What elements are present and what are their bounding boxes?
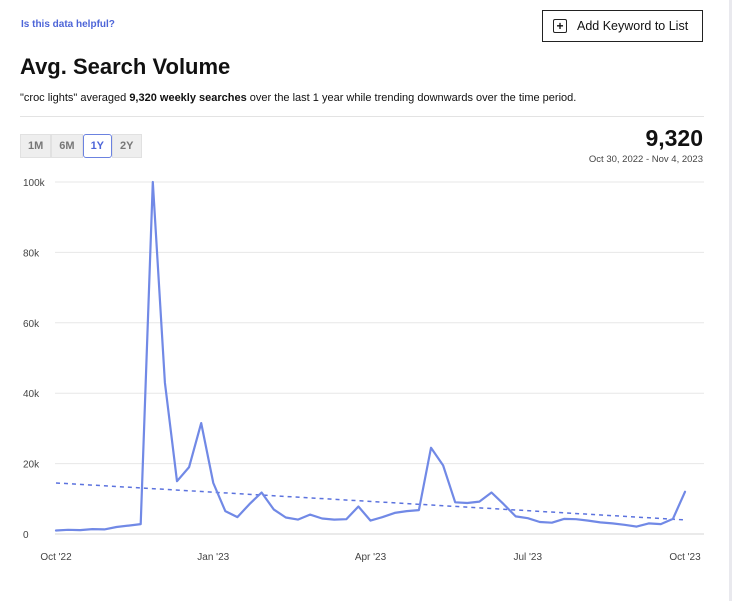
x-tick-label: Apr '23: [355, 552, 387, 563]
time-range-selector: 1M 6M 1Y 2Y: [20, 134, 142, 158]
y-tick-label: 40k: [23, 389, 40, 400]
range-1m[interactable]: 1M: [20, 134, 52, 158]
y-tick-label: 0: [23, 530, 29, 541]
summary-prefix: "croc lights" averaged: [20, 92, 130, 104]
x-tick-label: Oct '23: [669, 552, 701, 563]
summary-suffix: over the last 1 year while trending down…: [246, 92, 577, 104]
range-6m[interactable]: 6M: [51, 134, 83, 158]
y-tick-label: 100k: [23, 178, 46, 189]
page-title: Avg. Search Volume: [20, 54, 231, 79]
summary-bold: 9,320 weekly searches: [129, 92, 247, 104]
avg-volume-value: 9,320: [645, 125, 703, 151]
data-helpful-link[interactable]: Is this data helpful?: [21, 19, 115, 30]
trend-line: [55, 482, 686, 521]
date-range-label: Oct 30, 2022 - Nov 4, 2023: [588, 154, 703, 165]
right-scroll-edge: [729, 0, 732, 601]
x-tick-label: Oct '22: [40, 552, 72, 563]
summary-text: "croc lights" averaged 9,320 weekly sear…: [20, 92, 576, 104]
add-keyword-to-list-button[interactable]: + Add Keyword to List: [542, 10, 703, 42]
x-tick-label: Jan '23: [197, 552, 229, 563]
y-tick-label: 20k: [23, 460, 40, 471]
plus-square-icon: +: [553, 19, 567, 33]
x-tick-label: Jul '23: [513, 552, 542, 563]
add-keyword-label: Add Keyword to List: [577, 19, 689, 33]
range-2y[interactable]: 2Y: [112, 134, 142, 158]
divider: [20, 116, 704, 117]
search-volume-chart: 0 20k 40k 60k 80k 100k Oct '22 Jan '23 Apr '23 Ju…: [23, 178, 704, 563]
y-tick-label: 80k: [23, 248, 40, 259]
y-tick-label: 60k: [23, 319, 40, 330]
range-1y[interactable]: 1Y: [82, 134, 113, 158]
search-volume-line: [54, 180, 687, 532]
